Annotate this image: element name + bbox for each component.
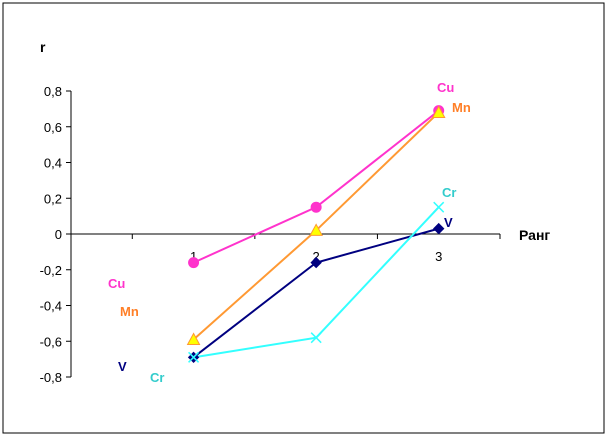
y-axis-title: r [40,39,46,55]
marker-x-stroke [188,351,200,363]
series-label-mn-end: Mn [452,100,471,115]
series-label-v-end: V [444,215,453,230]
y-tick-label: 0,2 [44,191,62,206]
y-tick-label: 0 [55,227,62,242]
marker-cu [310,201,322,213]
marker-x-stroke [433,201,445,213]
marker-mn [431,105,446,118]
x-axis-title: Ранг [519,227,550,243]
y-tick-label: 0,6 [44,120,62,135]
series-label-cr-start: Cr [150,370,164,385]
y-tick-label: 0,4 [44,156,62,171]
marker-cr [310,332,322,344]
series-label-v-start: V [118,359,127,374]
y-tick-labels: -0,8 -0,6 -0,4 -0,2 0 0,2 0,4 0,6 0,8 [40,84,62,385]
y-tick-label: -0,4 [40,299,62,314]
x-tick-labels: 1 2 3 [190,249,442,264]
y-tick-label: -0,8 [40,370,62,385]
marker-x-stroke [310,332,322,344]
series-label-cu-start: Cu [108,276,125,291]
y-tick-label: 0,8 [44,84,62,99]
x-tick-label: 1 [190,249,197,264]
x-tick-label: 2 [313,249,320,264]
x-tick-label: 3 [435,249,442,264]
marker-mn [186,332,201,345]
axes [66,90,501,378]
marker-cr [188,351,200,363]
y-tick-label: -0,2 [40,263,62,278]
series-label-cu-end: Cu [437,80,454,95]
marker-v [433,222,445,235]
series-labels: Cu Cu Mn Mn V V Cr Cr [108,80,471,385]
marker-cu [188,257,200,269]
marker-cr [433,201,445,213]
series-label-mn-start: Mn [120,304,139,319]
y-tick-label: -0,6 [40,334,62,349]
series-markers [186,105,446,364]
marker-mn [309,223,323,236]
marker-v [310,256,322,269]
series-label-cr-end: Cr [442,185,456,200]
